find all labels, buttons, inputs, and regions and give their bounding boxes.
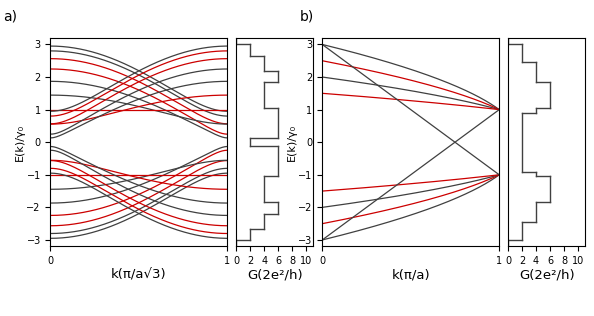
Y-axis label: E(k)/γ₀: E(k)/γ₀ — [15, 124, 25, 161]
X-axis label: G(2e²/h): G(2e²/h) — [247, 269, 303, 282]
X-axis label: k(π/a): k(π/a) — [391, 269, 430, 282]
Text: b): b) — [300, 9, 314, 23]
X-axis label: k(π/a√3): k(π/a√3) — [111, 269, 167, 282]
Y-axis label: E(k)/γ₀: E(k)/γ₀ — [287, 124, 297, 161]
Text: a): a) — [3, 9, 17, 23]
X-axis label: G(2e²/h): G(2e²/h) — [519, 269, 574, 282]
